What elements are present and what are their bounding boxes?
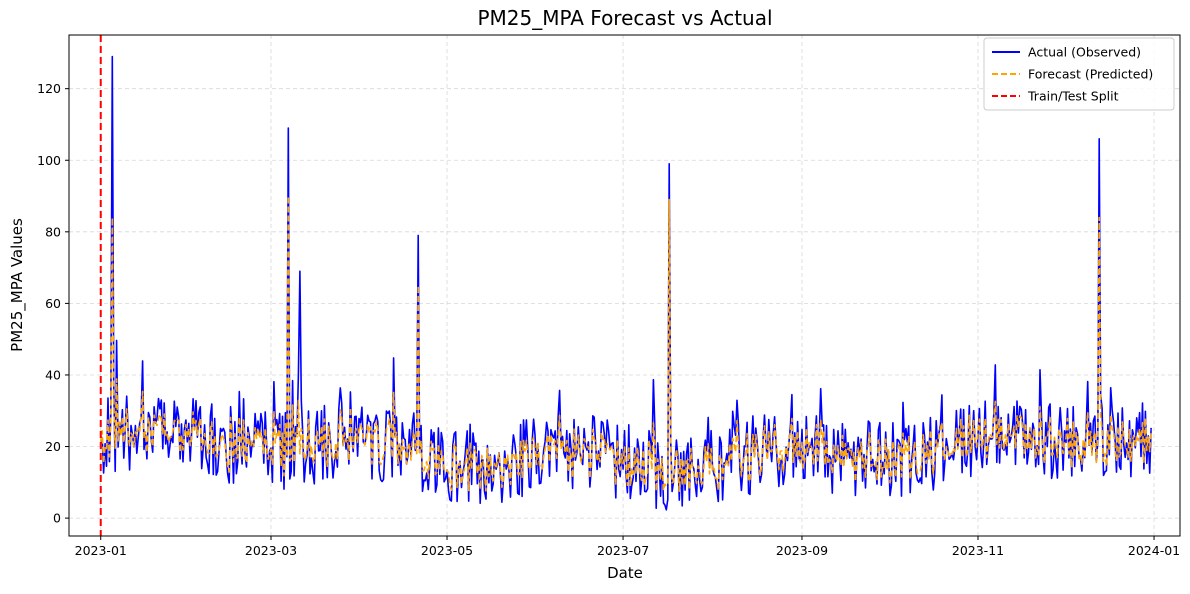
x-tick-label: 2023-07 [597, 543, 649, 558]
legend-box [983, 37, 1175, 111]
series-line-forecast [99, 195, 1152, 493]
legend: Actual (Observed) Forecast (Predicted) T… [983, 37, 1175, 111]
chart-title: PM25_MPA Forecast vs Actual [477, 6, 772, 30]
series-line-actual [100, 55, 1152, 511]
y-tick-label: 60 [45, 296, 61, 311]
x-axis-title: Date [607, 564, 643, 582]
x-tick-label: 2023-01 [75, 543, 127, 558]
y-tick-label: 40 [45, 367, 61, 382]
legend-label-forecast: Forecast (Predicted) [1028, 67, 1153, 82]
legend-label-actual: Actual (Observed) [1028, 45, 1141, 60]
x-tick-label: 2023-05 [421, 543, 473, 558]
axis-layer: 0 20 40 60 80 100 120 2023-01 2023-03 2023-05 2023… [37, 81, 1180, 558]
x-tick-label: 2023-03 [245, 543, 297, 558]
x-tick-label: 2023-09 [776, 543, 828, 558]
y-tick-label: 20 [45, 439, 61, 454]
legend-label-split: Train/Test Split [1027, 89, 1119, 104]
y-axis-title: PM25_MPA Values [8, 218, 27, 352]
x-tick-label: 2023-11 [952, 543, 1004, 558]
x-tick-label: 2024-01 [1128, 543, 1180, 558]
y-tick-label: 80 [45, 224, 61, 239]
y-tick-label: 0 [53, 511, 61, 526]
plot-frame [68, 34, 1181, 537]
series-layer [99, 35, 1152, 536]
y-tick-label: 100 [37, 153, 61, 168]
y-tick-label: 120 [37, 81, 61, 96]
